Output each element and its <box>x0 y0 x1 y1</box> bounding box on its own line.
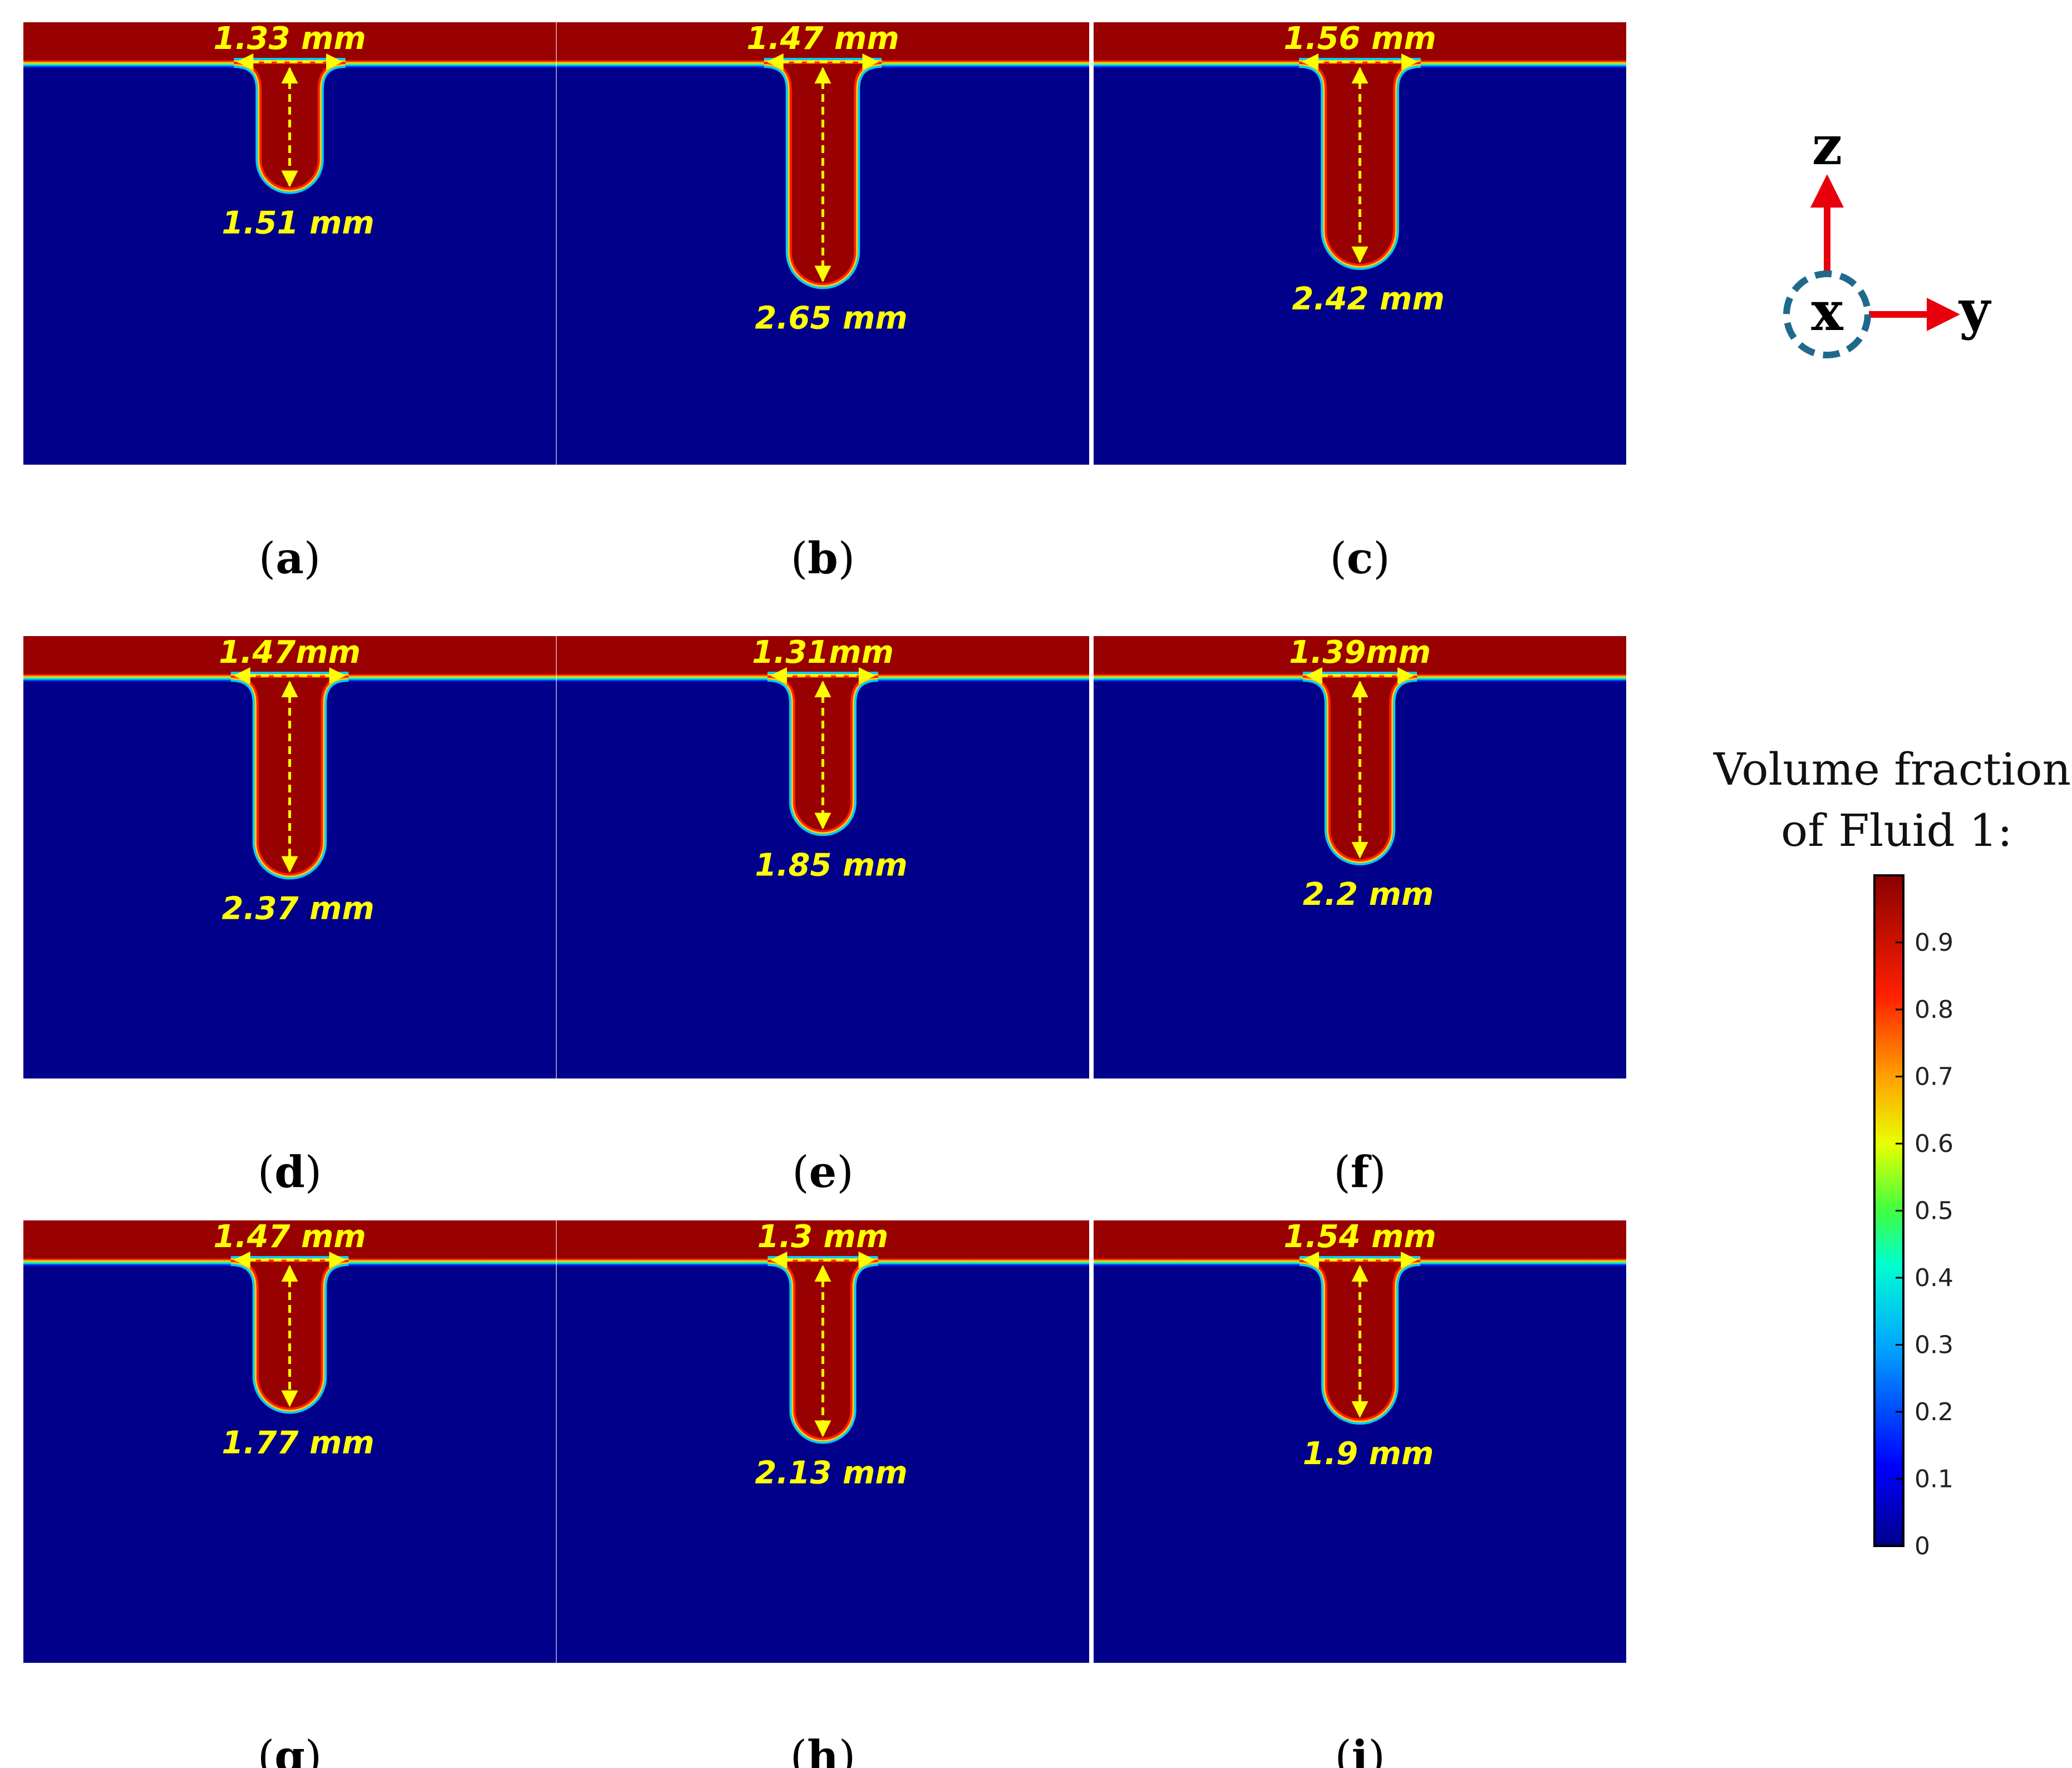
panel-caption: (c) <box>1330 533 1390 584</box>
colorbar-tick-label: 0.2 <box>1914 1398 1953 1426</box>
colorbar-tick-label: 0.6 <box>1914 1130 1953 1158</box>
colorbar-tick-label: 0.1 <box>1914 1465 1953 1494</box>
depth-label: 2.42 mm <box>1292 281 1444 317</box>
depth-label: 2.2 mm <box>1303 876 1434 913</box>
width-label: 1.47mm <box>219 634 361 671</box>
colorbar-tick-label: 0.4 <box>1914 1264 1953 1292</box>
z-axis-label: z <box>1812 114 1843 177</box>
panel-d: 1.47mm 2.37 mm (d) <box>23 634 556 1198</box>
y-axis-label: y <box>1958 278 1992 341</box>
depth-label: 1.51 mm <box>222 205 374 242</box>
width-label: 1.33 mm <box>213 21 366 57</box>
caption-letter: e <box>809 1147 837 1198</box>
caption-paren-close: ) <box>305 1148 322 1198</box>
caption-paren-open: ( <box>1330 534 1346 584</box>
width-label: 1.3 mm <box>757 1219 888 1255</box>
colorbar-tick-label: 0.3 <box>1914 1331 1953 1360</box>
panel-caption: (h) <box>790 1731 856 1768</box>
caption-paren-close: ) <box>836 1148 853 1198</box>
caption-paren-open: ( <box>258 1732 274 1768</box>
caption-paren-close: ) <box>1369 1148 1386 1198</box>
colorbar-title-line1: Volume fraction <box>1713 743 2071 795</box>
caption-paren-open: ( <box>791 534 808 584</box>
axes-indicator: z x y <box>1783 114 1992 358</box>
width-label: 1.31mm <box>752 634 894 671</box>
colorbar-title-line2: of Fluid 1: <box>1781 805 2012 856</box>
caption-paren-close: ) <box>304 534 321 584</box>
panel-g: 1.47 mm 1.77 mm (g) <box>23 1219 556 1768</box>
panel-a: 1.33 mm 1.51 mm (a) <box>23 21 556 584</box>
width-label: 1.56 mm <box>1283 21 1436 57</box>
depth-label: 2.13 mm <box>755 1455 907 1491</box>
panel-i: 1.54 mm 1.9 mm (i) <box>1094 1219 1626 1768</box>
depth-label: 1.9 mm <box>1303 1436 1434 1472</box>
depth-label: 1.77 mm <box>222 1425 374 1461</box>
colorbar: Volume fraction of Fluid 1: 0.9 0.8 0.7 0.6… <box>1713 743 2071 1560</box>
panel-e: 1.31mm 1.85 mm (e) <box>557 634 1089 1198</box>
colorbar-tick-label: 0.5 <box>1914 1197 1953 1225</box>
caption-paren-open: ( <box>1333 1148 1350 1198</box>
panel-caption: (b) <box>791 533 855 584</box>
caption-letter: b <box>808 533 838 584</box>
caption-letter: f <box>1351 1147 1372 1198</box>
caption-paren-open: ( <box>259 534 275 584</box>
width-label: 1.47 mm <box>746 21 899 57</box>
panel-caption: (f) <box>1333 1147 1386 1198</box>
depth-label: 1.85 mm <box>755 848 907 884</box>
panel-caption: (e) <box>792 1147 854 1198</box>
caption-paren-close: ) <box>1368 1732 1385 1768</box>
panel-caption: (d) <box>258 1147 322 1198</box>
panel-c: 1.56 mm 2.42 mm (c) <box>1094 21 1626 584</box>
caption-paren-close: ) <box>305 1732 322 1768</box>
colorbar-tick-label: 0.9 <box>1914 929 1953 957</box>
depth-label: 2.65 mm <box>755 301 907 337</box>
caption-letter: c <box>1347 533 1374 584</box>
width-label: 1.39mm <box>1289 634 1431 671</box>
colorbar-tick-label: 0 <box>1914 1532 1930 1560</box>
colorbar-tick-label: 0.7 <box>1914 1063 1953 1091</box>
caption-letter: h <box>807 1731 839 1768</box>
caption-letter: a <box>275 533 304 584</box>
caption-paren-close: ) <box>839 1732 855 1768</box>
depth-label: 2.37 mm <box>222 891 374 927</box>
x-axis-label: x <box>1811 280 1843 343</box>
caption-paren-open: ( <box>790 1732 807 1768</box>
panel-caption: (i) <box>1335 1731 1385 1768</box>
panel-caption: (a) <box>259 533 321 584</box>
panel-caption: (g) <box>258 1731 322 1768</box>
caption-paren-close: ) <box>1373 534 1390 584</box>
panel-f: 1.39mm 2.2 mm (f) <box>1094 634 1626 1198</box>
caption-paren-close: ) <box>838 534 855 584</box>
caption-paren-open: ( <box>258 1148 274 1198</box>
x-axis-circle-icon <box>1783 270 1871 358</box>
width-label: 1.54 mm <box>1283 1219 1436 1255</box>
width-label: 1.47 mm <box>213 1219 366 1255</box>
caption-paren-open: ( <box>1335 1732 1351 1768</box>
panel-b: 1.47 mm 2.65 mm (b) <box>557 21 1089 584</box>
caption-letter: g <box>274 1731 305 1768</box>
panel-h: 1.3 mm 2.13 mm (h) <box>557 1219 1089 1768</box>
panel-grid: 1.33 mm1.51 mm(a)1.47 mm2.65 mm(b)1.56 m… <box>23 21 1626 1768</box>
caption-letter: d <box>274 1147 305 1198</box>
caption-paren-open: ( <box>792 1148 809 1198</box>
colorbar-tick-label: 0.8 <box>1914 996 1953 1024</box>
caption-letter: i <box>1352 1731 1369 1768</box>
